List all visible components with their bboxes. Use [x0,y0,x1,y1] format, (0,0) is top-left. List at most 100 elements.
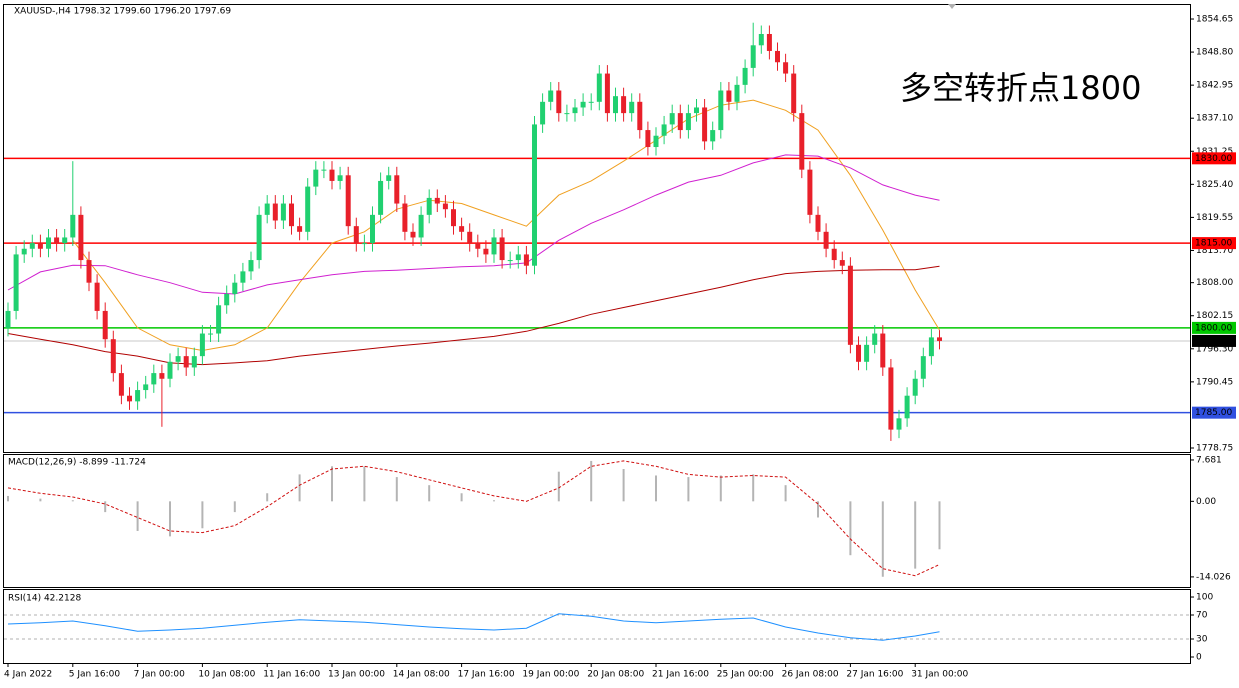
candle-body [78,214,84,261]
candle-body [499,237,505,261]
candle-body [702,107,708,142]
x-tick-label: 14 Jan 08:00 [393,670,450,680]
y-tick-label: 1854.65 [1196,15,1233,25]
candle-body [110,339,116,374]
candle-body [864,344,870,362]
macd-signal [7,460,940,577]
main-panel [3,4,1191,453]
candle-body [86,260,92,283]
candle-body [46,237,51,249]
candle-body [734,84,740,102]
candle-body [491,237,497,255]
candle-body [791,73,797,114]
x-tick-label: 31 Jan 00:00 [911,670,968,680]
panel-title: RSI(14) 42.2128 [8,594,81,604]
x-tick-label: 7 Jan 00:00 [134,670,186,680]
candle-body [289,203,294,227]
y-tick-label: 1825.40 [1196,180,1233,190]
candle-body [580,101,586,108]
x-tick-label: 17 Jan 16:00 [458,670,515,680]
candle-body [370,214,375,244]
candle-body [394,175,400,204]
y-tick-label: 1790.45 [1196,377,1233,387]
rsi-panel [3,589,1191,664]
candle-body [920,356,926,379]
candle-body [151,373,157,385]
candle-body [621,96,627,114]
candle-body [896,418,902,430]
x-tick-label: 13 Jan 00:00 [328,670,385,680]
candle-body [604,73,610,114]
candle-body [224,293,230,306]
candle-body [102,310,108,340]
y-tick-label: -14.026 [1196,572,1231,582]
candle-body [118,373,124,396]
candle-body [329,169,335,181]
candle-body [540,101,546,125]
candle-body [264,203,270,215]
candle-body [305,186,311,232]
y-tick-label: 1819.55 [1196,213,1233,223]
candle-body [280,203,286,221]
y-tick-label: 1813.70 [1196,246,1233,256]
candle-body [475,243,481,249]
candle-body [718,90,724,131]
candle-body [175,356,181,362]
candle-body [847,265,853,345]
candle-body [483,248,489,255]
candle-body [669,113,675,125]
candle-body [70,214,76,238]
macd-panel [3,454,1191,588]
candle-body [345,175,351,227]
level-label: 1830.00 [1195,154,1232,164]
candle-body [799,113,805,170]
candle-body [645,130,651,148]
candle-body [839,260,845,266]
level-label: 1815.00 [1195,239,1232,249]
chart-title: XAUUSD-,H4 1798.32 1799.60 1796.20 1797.… [14,7,231,17]
candle-body [143,384,149,391]
candle-body [710,130,716,142]
candle-body [159,373,165,379]
candle-body [775,50,780,63]
level-label: 1785.00 [1195,408,1232,418]
x-tick-label: 26 Jan 08:00 [782,670,839,680]
moving-average [7,154,940,295]
candle-body [523,254,529,266]
candle-body [937,337,942,341]
candle-body [378,180,384,215]
candle-body [629,101,635,114]
candle-body [515,254,521,261]
candle-body [240,271,246,283]
candle-body [685,113,691,131]
candle-body [426,197,432,215]
x-tick-label: 10 Jan 08:00 [198,670,255,680]
candle-body [815,214,821,232]
candle-body [904,395,910,419]
candle-body [564,113,570,115]
candle-body [507,260,513,262]
candle-body [21,248,27,255]
candle-body [353,226,359,244]
y-tick-label: 0.00 [1196,497,1216,507]
candle-body [872,333,878,345]
x-tick-label: 5 Jan 16:00 [69,670,121,680]
candle-body [248,260,254,272]
candle-body [766,33,772,51]
candle-body [783,62,789,74]
candle-body [572,107,578,114]
candle-body [5,310,11,328]
level-label-box [1192,152,1236,165]
panel-title: MACD(12,26,9) -8.899 -11.724 [8,458,146,468]
candle-body [29,243,35,249]
x-tick-label: 19 Jan 00:00 [522,670,579,680]
y-tick-label: 1837.10 [1196,114,1233,124]
candle-body [467,231,473,244]
y-tick-label: 70 [1196,611,1208,621]
candle-body [758,33,764,46]
candle-body [313,169,319,187]
candle-body [183,356,189,368]
candle-body [361,243,367,245]
candle-body [54,237,60,244]
